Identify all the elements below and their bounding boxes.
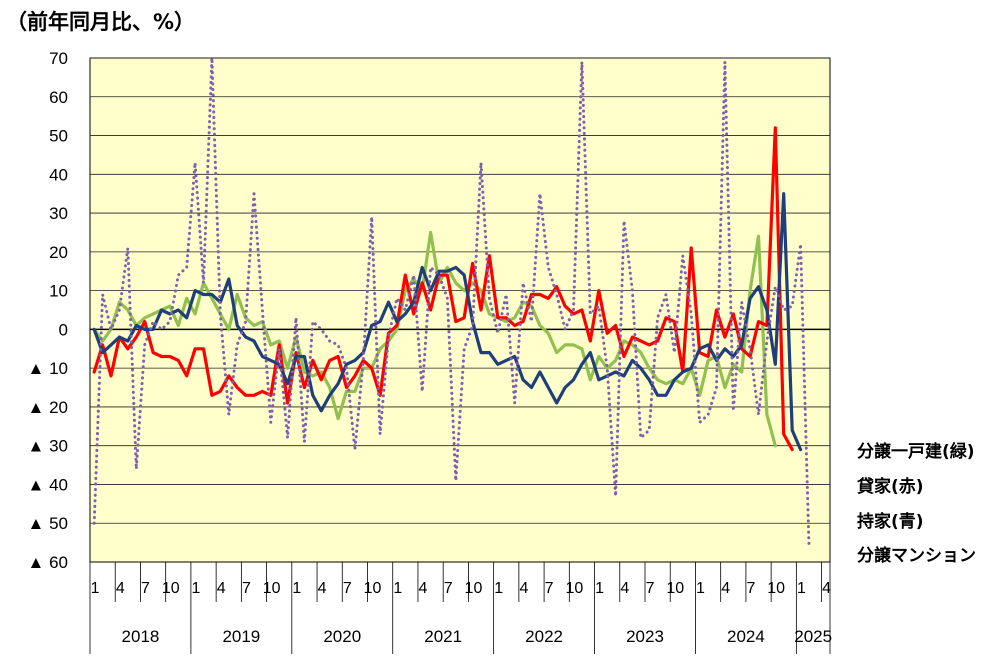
y-tick-label: 10 [49, 282, 68, 301]
x-tick-label: 4 [620, 580, 629, 597]
x-tick-label: 1 [192, 580, 201, 597]
x-axis: 1 4 7 10 1 4 7 10 1 4 7 10 1 4 7 10 1 4 7 10 1 4 7 10 1 4 7 10 1 4201… [89, 561, 832, 654]
legend-blue: 持家(青) [857, 512, 924, 532]
year-label: 2024 [727, 627, 765, 646]
y-tick-label: ▲ 10 [28, 359, 68, 378]
x-tick-label: 1 [292, 580, 301, 597]
y-axis: 70 60 50 40 30 20 10 0 ▲ 10 ▲ 20 ▲ 30 ▲ 40 ▲ 50 ▲ 60 [28, 49, 68, 572]
year-label: 2019 [222, 627, 260, 646]
legend-purple: 分譲マンション [857, 546, 976, 566]
x-tick-label: 7 [444, 580, 453, 597]
x-tick-label: 4 [519, 580, 528, 597]
unit-label: （前年同月比、%） [6, 10, 196, 34]
x-tick-label: 4 [822, 580, 831, 597]
series-line-purple [92, 56, 811, 548]
x-tick-label: 1 [494, 580, 503, 597]
x-tick-label: 10 [767, 580, 785, 597]
y-tick-label: ▲ 20 [28, 398, 68, 417]
y-tick-label: 40 [49, 165, 68, 184]
x-tick-label: 10 [465, 580, 483, 597]
x-tick-label: 1 [595, 580, 604, 597]
x-tick-label: 7 [242, 580, 251, 597]
gridlines [90, 57, 830, 563]
legend-green: 分譲一戸建(緑) [857, 442, 975, 462]
x-tick-label: 4 [721, 580, 730, 597]
x-tick-label: 1 [797, 580, 806, 597]
x-tick-label: 10 [666, 580, 684, 597]
y-tick-label: 0 [59, 320, 68, 339]
y-tick-label: 70 [49, 49, 68, 68]
x-tick-label: 7 [747, 580, 756, 597]
series-lines [92, 56, 811, 548]
y-tick-label: ▲ 30 [28, 437, 68, 456]
x-tick-label: 1 [91, 580, 100, 597]
y-tick-label: 30 [49, 204, 68, 223]
series-line-green [92, 230, 777, 448]
y-tick-label: ▲ 50 [28, 514, 68, 533]
year-label: 2025 [794, 627, 832, 646]
x-tick-label: 7 [343, 580, 352, 597]
year-label: 2021 [424, 627, 462, 646]
x-tick-label: 10 [364, 580, 382, 597]
x-tick-label: 1 [696, 580, 705, 597]
x-tick-label: 4 [217, 580, 226, 597]
year-label: 2020 [323, 627, 361, 646]
y-tick-label: 50 [49, 127, 68, 146]
x-tick-label: 10 [565, 580, 583, 597]
legend-red: 貸家(赤) [857, 477, 924, 497]
y-tick-label: 60 [49, 88, 68, 107]
year-label: 2023 [626, 627, 664, 646]
series-line-blue [92, 192, 803, 452]
x-tick-label: 7 [545, 580, 554, 597]
y-tick-label: ▲ 60 [28, 553, 68, 572]
plot-area [89, 57, 831, 563]
x-tick-label: 10 [162, 580, 180, 597]
x-tick-label: 10 [263, 580, 281, 597]
y-tick-label: ▲ 40 [28, 475, 68, 494]
x-tick-label: 4 [318, 580, 327, 597]
series-line-red [92, 126, 794, 452]
x-tick-label: 4 [116, 580, 125, 597]
year-label: 2018 [122, 627, 160, 646]
x-tick-label: 1 [393, 580, 402, 597]
y-tick-label: 20 [49, 243, 68, 262]
x-tick-label: 4 [419, 580, 428, 597]
year-label: 2022 [525, 627, 563, 646]
x-tick-label: 7 [141, 580, 150, 597]
x-tick-label: 7 [646, 580, 655, 597]
